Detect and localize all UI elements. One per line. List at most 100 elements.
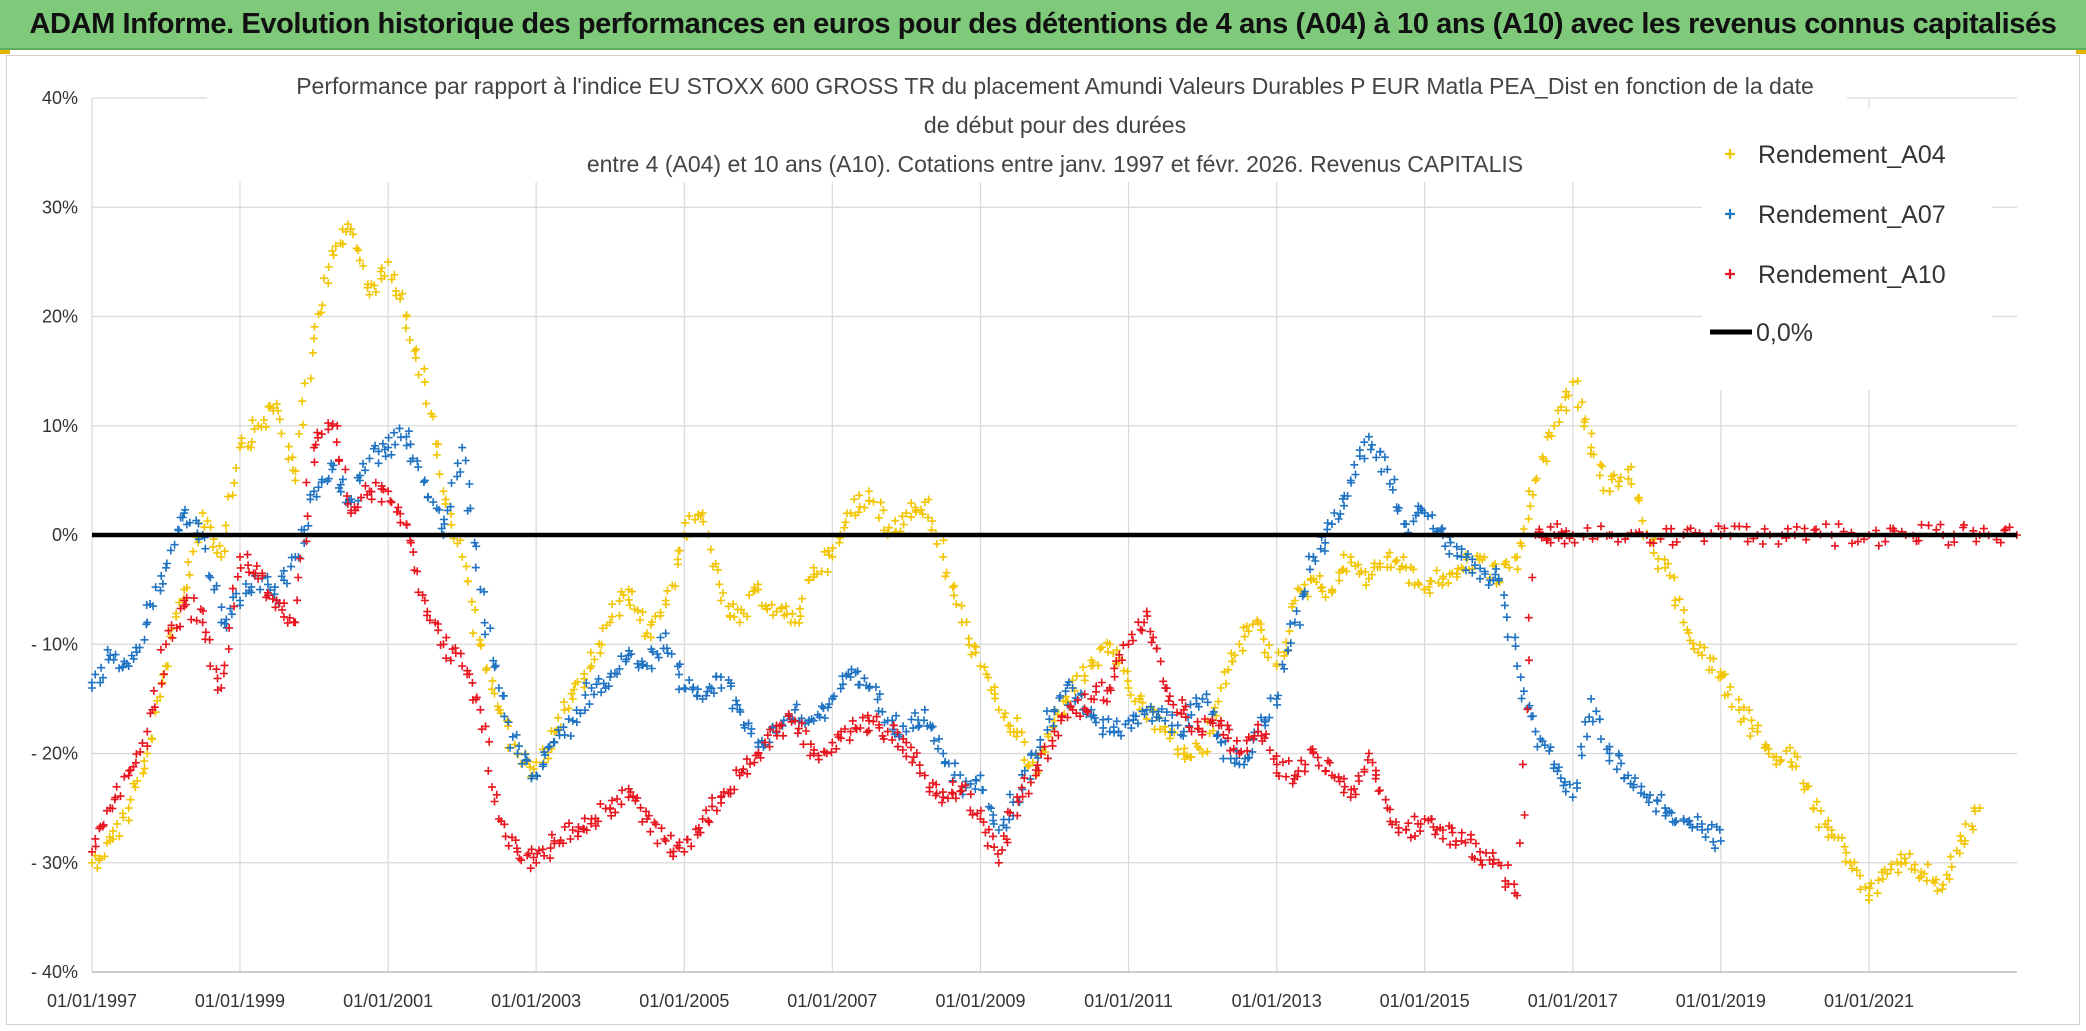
rendement-a04-point [1364,574,1373,583]
rendement-a07-point [1105,727,1114,736]
rendement-a04-point [1661,563,1670,572]
rendement-a07-point [1368,440,1376,449]
rendement-a04-point [143,749,152,758]
rendement-a10-point [302,478,311,487]
rendement-a07-point [328,465,337,474]
rendement-a10-point [1760,524,1769,533]
rendement-a07-point [1559,781,1568,790]
rendement-a10-point [920,771,929,780]
rendement-a07-point [689,683,698,692]
rendement-a07-point [1257,713,1265,722]
performance-scatter-chart: 40% 30% 20% 10% 0% - 10% - 20% - 30% - 40% 01/01/… [31,64,2021,1011]
rendement-a04-point [1856,871,1865,880]
rendement-a10-point [1686,524,1695,533]
rendement-a10-point [1169,700,1178,709]
rendement-a10-point [293,596,302,605]
rendement-a04-point [1285,627,1294,636]
rendement-a07-point [97,663,106,672]
rendement-a04-point [331,242,340,250]
rendement-a07-point [162,563,170,572]
rendement-a10-point [406,536,415,545]
rendement-a10-point [618,786,626,795]
rendement-a07-point [1162,708,1171,717]
rendement-a07-point [855,680,864,689]
rendement-a04-point [1550,421,1559,430]
rendement-a04-point [691,515,699,524]
rendement-a04-point [1191,739,1200,748]
rendement-a07-point [435,506,444,514]
rendement-a04-point [1391,557,1400,566]
chart-title-line: Performance par rapport à l'indice EU ST… [296,73,1814,99]
rendement-a04-point [1502,557,1511,566]
rendement-a10-point [765,742,774,751]
rendement-a04-point [284,454,293,463]
rendement-a10-point [1254,720,1262,729]
rendement-a04-point [965,640,974,649]
rendement-a10-point [1364,749,1373,758]
rendement-a07-point [1168,711,1177,719]
rendement-a04-point [1528,490,1537,499]
rendement-a04-point [950,581,959,590]
rendement-a10-point [1546,522,1555,531]
rendement-a10-point [875,723,884,732]
rendement-a04-point [324,263,333,271]
rendement-a04-point [948,583,957,592]
rendement-a10-point [371,478,380,487]
chart-legend: Rendement_A04 Rendement_A07 Rendement_A10 0… [1702,108,1992,390]
rendement-a04-point [1427,577,1436,586]
rendement-a10-point [251,569,260,578]
rendement-a04-point [1491,560,1499,569]
rendement-a07-point [1383,465,1392,474]
rendement-a04-point [306,374,315,383]
rendement-a07-point [1503,633,1512,642]
rendement-a10-point [879,734,888,743]
rendement-a04-point [1166,734,1174,743]
rendement-a04-point [1809,804,1818,813]
rendement-a04-point [209,542,217,551]
rendement-a04-point [109,835,118,843]
rendement-a07-point [294,553,303,562]
rendement-a10-point [984,825,993,834]
rendement-a07-point [667,649,676,658]
rendement-a10-point [268,594,277,603]
rendement-a07-point [1240,760,1248,769]
rendement-a10-point [717,798,726,807]
rendement-a04-point [554,713,563,722]
rendement-a07-point [809,716,818,725]
rendement-a07-point [1323,525,1332,534]
rendement-a04-point [1072,671,1081,680]
rendement-a04-point [1315,571,1324,580]
rendement-a10-point [754,748,763,757]
rendement-a07-point [178,513,187,522]
rendement-a07-point [170,540,179,549]
rendement-a04-point [230,478,239,487]
rendement-a04-point [139,769,148,778]
rendement-a07-point [976,771,985,780]
rendement-a10-point [793,729,802,738]
rendement-a07-point [1560,777,1569,786]
rendement-a07-point [726,682,735,691]
rendement-a10-point [1438,826,1447,834]
rendement-a04-point [1399,553,1408,562]
rendement-a07-point [522,755,531,764]
rendement-a07-point [1500,601,1509,610]
rendement-a07-point [1366,445,1375,454]
rendement-a04-point [854,508,863,517]
rendement-a04-point [213,548,222,557]
rendement-a04-point [1438,581,1447,589]
rendement-a04-point [275,415,284,424]
rendement-a07-point [825,700,834,709]
rendement-a10-point [190,594,198,603]
rendement-a07-point [465,480,474,488]
rendement-a07-point [1438,524,1447,533]
rendement-a10-point [283,618,292,627]
rendement-a04-point [1385,548,1394,557]
rendement-a04-point [824,546,832,555]
rendement-a04-point [1386,563,1395,572]
rendement-a07-point [1376,447,1385,456]
rendement-a07-point [1445,549,1454,558]
rendement-a04-point [1873,889,1882,898]
rendement-a04-point [469,629,478,638]
rendement-a04-point [1354,560,1363,569]
rendement-a04-point [1791,762,1800,771]
